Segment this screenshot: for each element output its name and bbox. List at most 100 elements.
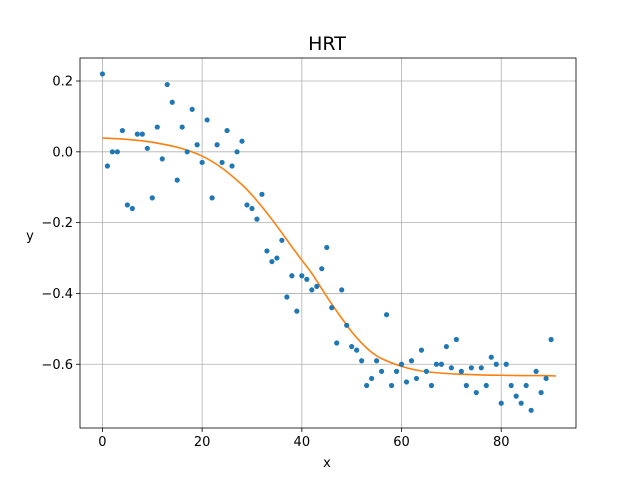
- data-point: [264, 248, 270, 254]
- data-point: [463, 382, 469, 389]
- data-point: [533, 368, 539, 374]
- data-point: [114, 149, 120, 155]
- x-tick-label: 20: [194, 435, 211, 450]
- data-point: [179, 124, 185, 130]
- data-point: [139, 131, 145, 137]
- data-point: [244, 202, 250, 208]
- y-tick-label: −0.4: [41, 287, 73, 302]
- data-point: [189, 106, 195, 112]
- data-point: [314, 283, 320, 289]
- fit-curve-line: [102, 137, 557, 377]
- data-point: [219, 159, 225, 166]
- data-point: [249, 205, 255, 212]
- data-point: [149, 195, 155, 201]
- data-point: [453, 336, 459, 343]
- x-axis-ticks: 0 20 40 60 80: [98, 428, 509, 450]
- data-point: [144, 145, 150, 151]
- data-point: [99, 71, 106, 77]
- data-point: [548, 336, 554, 343]
- data-point: [324, 244, 330, 251]
- data-point: [443, 343, 449, 350]
- grid-lines: [80, 58, 576, 428]
- data-point: [388, 382, 395, 389]
- fit-curve-layer: [102, 137, 557, 377]
- y-axis-label: y: [26, 229, 34, 244]
- data-point: [448, 365, 454, 371]
- data-point: [339, 287, 345, 293]
- data-point: [438, 361, 445, 367]
- data-point: [349, 343, 355, 350]
- data-point: [229, 163, 235, 169]
- data-point: [458, 368, 464, 374]
- x-axis-label: x: [323, 456, 331, 471]
- data-point: [538, 389, 544, 396]
- data-point: [299, 273, 305, 279]
- data-point: [289, 273, 295, 279]
- data-point: [169, 99, 175, 105]
- data-point: [199, 159, 205, 166]
- y-tick-label: 0.0: [52, 145, 73, 160]
- data-point: [254, 216, 260, 222]
- y-axis-ticks: 0.2 0.0 −0.2 −0.4 −0.6: [41, 75, 80, 373]
- data-point: [129, 205, 135, 212]
- data-point: [433, 361, 440, 367]
- chart-title: HRT: [308, 33, 346, 55]
- data-point: [378, 368, 385, 374]
- x-tick-label: 80: [493, 435, 510, 450]
- data-point: [344, 322, 350, 328]
- data-point: [159, 156, 165, 162]
- data-point: [354, 347, 360, 353]
- data-point: [364, 382, 370, 389]
- data-point: [383, 312, 390, 318]
- data-point: [239, 138, 245, 144]
- data-point: [334, 340, 340, 346]
- data-point: [119, 127, 125, 134]
- data-point: [418, 347, 425, 353]
- data-point: [234, 149, 240, 155]
- data-point: [513, 393, 519, 399]
- data-point: [488, 354, 494, 360]
- y-tick-label: 0.2: [52, 75, 73, 90]
- data-point: [408, 358, 415, 364]
- data-point: [359, 358, 365, 364]
- x-tick-label: 60: [393, 435, 410, 450]
- data-point: [284, 294, 290, 300]
- data-point: [224, 127, 230, 134]
- data-point: [174, 177, 180, 183]
- data-point: [503, 361, 509, 367]
- data-point: [393, 368, 400, 374]
- data-point: [294, 308, 300, 314]
- data-point: [398, 361, 405, 367]
- data-point: [518, 400, 524, 406]
- data-point: [214, 142, 220, 148]
- data-point: [493, 361, 499, 367]
- data-point: [528, 407, 534, 413]
- y-tick-label: −0.6: [41, 358, 73, 373]
- data-point: [543, 375, 549, 382]
- data-point: [374, 358, 380, 364]
- data-point: [274, 255, 280, 261]
- data-point: [309, 287, 315, 293]
- data-point: [523, 382, 529, 389]
- data-point: [478, 365, 484, 371]
- data-point: [428, 382, 435, 389]
- data-point: [369, 375, 375, 382]
- data-point: [508, 382, 514, 389]
- x-tick-label: 40: [294, 435, 311, 450]
- y-tick-label: −0.2: [41, 216, 73, 231]
- data-point: [498, 400, 504, 406]
- data-point: [209, 195, 215, 201]
- data-point: [473, 389, 479, 396]
- data-point: [279, 237, 285, 243]
- data-point: [304, 276, 310, 282]
- data-point: [204, 117, 210, 123]
- data-point: [483, 382, 489, 389]
- data-point: [319, 266, 325, 272]
- data-point: [154, 124, 160, 130]
- data-point: [124, 202, 130, 208]
- data-point: [109, 149, 115, 155]
- data-point: [403, 379, 410, 385]
- x-tick-label: 0: [98, 435, 106, 450]
